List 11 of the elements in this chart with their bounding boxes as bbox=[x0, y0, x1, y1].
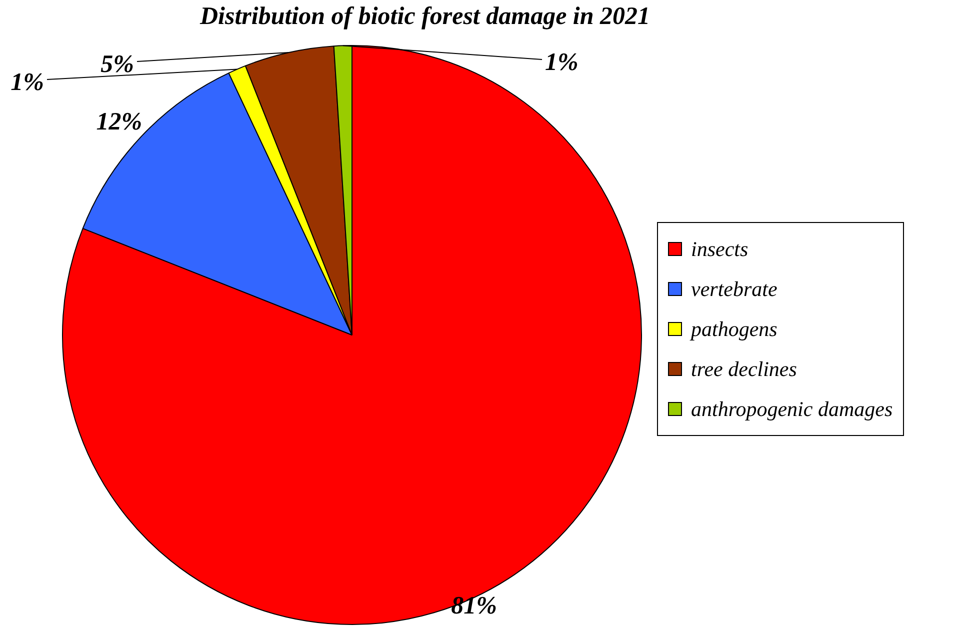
legend-label: pathogens bbox=[691, 316, 778, 342]
data-label: 5% bbox=[100, 50, 134, 78]
legend-label: tree declines bbox=[691, 356, 797, 382]
data-label: 1% bbox=[10, 68, 44, 96]
legend-label: insects bbox=[691, 236, 748, 262]
legend-label: anthropogenic damages bbox=[691, 396, 893, 422]
chart-title: Distribution of biotic forest damage in 2021 bbox=[198, 2, 652, 32]
data-label: 1% bbox=[545, 48, 578, 76]
data-label: 12% bbox=[96, 108, 142, 136]
legend-label: vertebrate bbox=[691, 276, 778, 302]
data-label: 81% bbox=[451, 592, 497, 620]
